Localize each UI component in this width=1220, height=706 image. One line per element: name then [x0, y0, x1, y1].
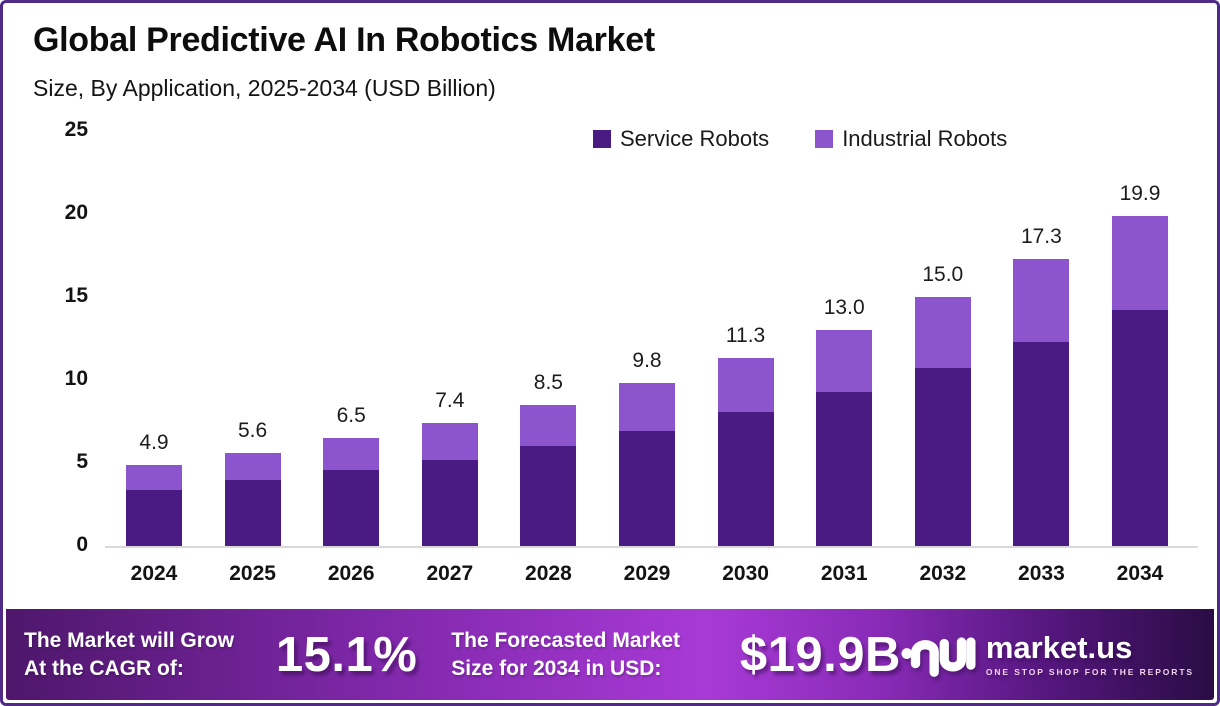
y-axis-tick-label: 25 — [64, 118, 88, 141]
bar-total-label: 19.9 — [1119, 181, 1161, 205]
bar-segment-industrial-robots — [520, 404, 577, 447]
bar-segment-industrial-robots — [1112, 215, 1168, 311]
bar-segment-service-robots — [619, 431, 675, 546]
brand-text: market.us ONE STOP SHOP FOR THE REPORTS — [986, 632, 1194, 677]
bar-segment-service-robots — [914, 368, 971, 546]
bar-total-label: 13.0 — [823, 296, 865, 320]
bar-segment-industrial-robots — [1013, 258, 1070, 342]
x-axis-label: 2027 — [426, 562, 474, 585]
bar-2031 — [816, 330, 873, 546]
x-axis-label: 2031 — [820, 562, 868, 585]
bar-segment-service-robots — [717, 411, 774, 546]
bar-2028 — [520, 404, 577, 546]
bar-segment-service-robots — [323, 469, 380, 546]
legend-label-industrial-robots: Industrial Robots — [842, 126, 1008, 151]
bar-segment-service-robots — [421, 459, 478, 546]
chart-legend: Service Robots Industrial Robots — [593, 126, 1007, 152]
footer-banner: The Market will Grow At the CAGR of: 15.… — [6, 609, 1214, 700]
bar-segment-industrial-robots — [126, 464, 182, 490]
legend-item-industrial-robots: Industrial Robots — [815, 126, 1007, 152]
bar-total-label: 7.4 — [435, 389, 465, 413]
legend-item-service-robots: Service Robots — [593, 126, 769, 152]
bar-total-label: 5.6 — [237, 419, 268, 443]
y-axis: 0 5 10 15 20 25 — [34, 118, 88, 556]
bar-2034 — [1112, 215, 1168, 546]
y-axis-tick-label: 0 — [76, 533, 88, 556]
bar-2027 — [421, 423, 478, 546]
bar-2025 — [224, 453, 281, 546]
legend-swatch-industrial-robots-icon — [815, 130, 834, 148]
bar-segment-service-robots — [224, 479, 281, 546]
x-axis-label: 2029 — [623, 562, 671, 585]
x-axis-label: 2032 — [919, 562, 967, 585]
forecast-label: The Forecasted Market Size for 2034 in U… — [451, 628, 681, 680]
bar-total-label: 4.9 — [139, 430, 169, 454]
cagr-value: 15.1% — [275, 627, 418, 682]
bar-segment-industrial-robots — [421, 423, 478, 460]
brand-name: market.us — [985, 630, 1133, 665]
bar-segment-industrial-robots — [914, 297, 971, 369]
x-axis-label: 2034 — [1116, 562, 1164, 585]
bar-segment-industrial-robots — [224, 453, 281, 480]
bar-segment-service-robots — [816, 391, 873, 546]
x-axis-label: 2026 — [327, 562, 375, 585]
bar-2026 — [323, 438, 380, 546]
forecast-value: $19.9B — [739, 627, 901, 682]
chart-subtitle: Size, By Application, 2025-2034 (USD Bil… — [33, 75, 496, 101]
bar-total-label: 17.3 — [1020, 224, 1062, 248]
x-axis-label: 2025 — [229, 562, 276, 585]
y-axis-tick-label: 10 — [64, 367, 88, 390]
bar-segment-industrial-robots — [323, 438, 380, 470]
y-axis-tick-label: 5 — [76, 450, 88, 473]
brand-tagline: ONE STOP SHOP FOR THE REPORTS — [985, 667, 1194, 677]
bar-2029 — [619, 383, 675, 546]
plot-area: 4.9 2024 5.6 2025 6.5 2026 7.4 2027 8.5 2028 9.8 20… — [105, 131, 1198, 585]
x-axis-label: 2024 — [130, 562, 178, 585]
bar-segment-service-robots — [126, 489, 182, 546]
marketus-logo: market.us ONE STOP SHOP FOR THE REPORTS — [901, 632, 1194, 678]
bar-segment-industrial-robots — [816, 330, 873, 392]
bar-2024 — [126, 464, 182, 546]
bar-total-label: 8.5 — [533, 370, 563, 394]
bar-segment-industrial-robots — [619, 383, 675, 432]
bar-2032 — [914, 297, 971, 546]
y-axis-tick-label: 20 — [64, 201, 88, 224]
bar-segment-industrial-robots — [717, 358, 774, 412]
bar-total-label: 6.5 — [336, 404, 366, 428]
bar-total-label: 9.8 — [632, 349, 662, 373]
y-axis-tick-label: 15 — [64, 284, 88, 307]
x-axis-label: 2033 — [1018, 562, 1065, 585]
cagr-label: The Market will Grow At the CAGR of: — [24, 628, 235, 680]
bar-segment-service-robots — [520, 446, 577, 546]
bar-total-label: 11.3 — [725, 324, 766, 348]
bar-total-label: 15.0 — [922, 263, 964, 286]
legend-swatch-service-robots-icon — [593, 130, 611, 148]
bar-2030 — [717, 358, 774, 546]
marketus-logo-icon — [901, 636, 976, 677]
chart-title: Global Predictive AI In Robotics Market — [33, 21, 655, 59]
bar-segment-service-robots — [1013, 341, 1070, 546]
bar-segment-service-robots — [1112, 310, 1168, 546]
x-axis-label: 2028 — [525, 562, 572, 585]
bar-2033 — [1013, 258, 1070, 546]
x-axis-label: 2030 — [722, 562, 769, 585]
legend-label-service-robots: Service Robots — [620, 126, 770, 151]
